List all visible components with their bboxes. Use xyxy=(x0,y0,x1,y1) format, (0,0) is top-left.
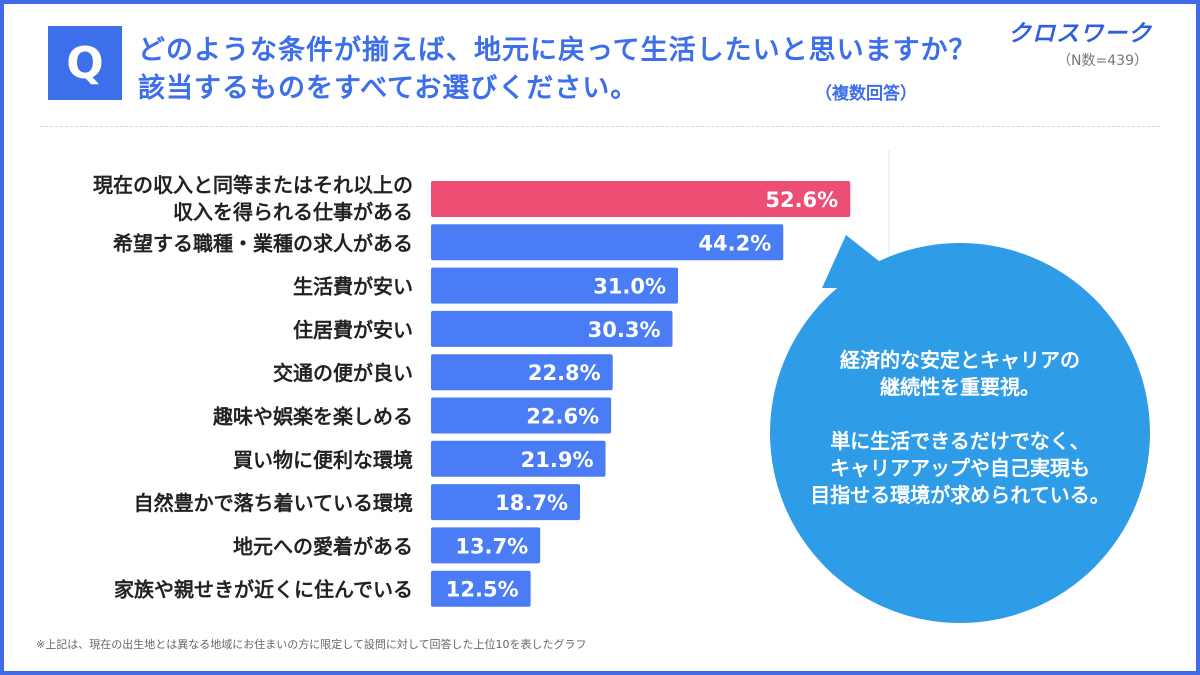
header-divider xyxy=(40,126,1160,127)
callout-spacer xyxy=(770,401,1150,428)
callout-line: 継続性を重要視。 xyxy=(880,375,1040,399)
callout-text: 経済的な安定とキャリアの 継続性を重要視。 単に生活できるだけでなく、 キャリア… xyxy=(770,347,1150,509)
category-label: 希望する職種・業種の求人がある xyxy=(113,231,413,255)
bar xyxy=(431,397,612,434)
callout-line: 単に生活できるだけでなく、 xyxy=(830,429,1090,453)
bar-value-label: 31.0% xyxy=(593,275,666,299)
bar xyxy=(431,267,679,304)
bar-value-label: 44.2% xyxy=(698,231,771,255)
bar-value-label: 30.3% xyxy=(588,318,661,342)
bar-value-label: 21.9% xyxy=(521,448,594,472)
question-badge: Q xyxy=(48,26,122,100)
bar xyxy=(431,440,606,477)
category-label: 収入を得られる仕事がある xyxy=(173,200,413,224)
bar-value-label: 12.5% xyxy=(446,578,519,602)
bar-value-label: 22.6% xyxy=(526,405,599,429)
sample-size: （N数=439） xyxy=(1057,53,1148,69)
question-title-line2: 該当するものをすべてお選びください。 xyxy=(138,73,639,104)
callout-circle xyxy=(770,243,1150,623)
callout-line: 目指せる環境が求められている。 xyxy=(810,483,1110,507)
multiple-answer-note: （複数回答） xyxy=(815,84,917,104)
bar xyxy=(431,354,613,391)
bar-value-label: 52.6% xyxy=(765,188,838,212)
category-label: 家族や親せきが近くに住んでいる xyxy=(114,578,413,602)
category-label: 生活費が安い xyxy=(293,275,413,299)
bar xyxy=(431,484,581,521)
category-label: 買い物に便利な環境 xyxy=(233,448,413,472)
bar xyxy=(431,527,541,564)
bar-value-label: 18.7% xyxy=(495,491,568,515)
callout-line: 経済的な安定とキャリアの xyxy=(840,348,1080,372)
category-label: 交通の便が良い xyxy=(273,361,413,385)
footnote: ※上記は、現在の出生地とは異なる地域にお住まいの方に限定して設問に対して回答した… xyxy=(36,638,587,651)
question-title-line1: どのような条件が揃えば、地元に戻って生活したいと思いますか？ xyxy=(138,35,977,66)
bar xyxy=(431,570,531,607)
category-label: 自然豊かで落ち着いている環境 xyxy=(134,491,413,515)
bar-value-label: 22.8% xyxy=(528,361,601,385)
bar xyxy=(431,310,673,347)
bar xyxy=(431,181,851,217)
category-label: 趣味や娯楽を楽しめる xyxy=(212,405,413,429)
bar-value-label: 13.7% xyxy=(455,534,528,558)
category-label: 現在の収入と同等またはそれ以上の xyxy=(93,173,413,197)
bar xyxy=(431,224,784,261)
callout-line: キャリアアップや自己実現も xyxy=(830,456,1090,480)
brand-logo: クロスワーク xyxy=(1008,21,1152,47)
category-label: 地元への愛着がある xyxy=(233,534,413,558)
category-label: 住居費が安い xyxy=(293,318,413,342)
